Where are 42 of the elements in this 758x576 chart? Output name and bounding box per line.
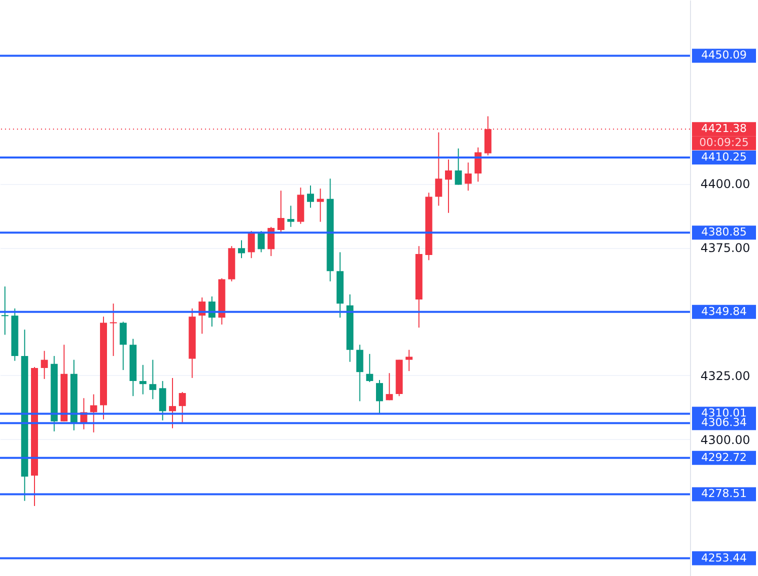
candlestick: [120, 321, 127, 371]
y-tick-label: 4400.00: [700, 177, 750, 192]
candlestick: [110, 303, 117, 356]
candlestick: [386, 372, 393, 401]
ref-line-label: 4410.25: [701, 150, 747, 164]
ref-line-label: 4380.85: [701, 226, 747, 239]
y-tick-label: 4325.00: [700, 368, 750, 383]
candlestick: [474, 146, 482, 182]
candlestick: [238, 240, 245, 259]
candlestick: [307, 185, 314, 208]
candlestick: [406, 349, 413, 372]
y-tick-label: 4300.00: [700, 432, 750, 447]
candlestick: [90, 394, 98, 433]
candlestick: [366, 353, 374, 383]
candlestick: [435, 132, 442, 206]
candlestick: [464, 162, 472, 192]
candlestick: [376, 379, 383, 415]
ref-line-label: 4278.51: [701, 487, 747, 500]
candlestick: [159, 380, 166, 421]
y-tick-label: 4375.00: [700, 241, 750, 256]
candlestick: [356, 344, 364, 402]
candlestick: [287, 205, 294, 228]
text: 00:09:25: [699, 136, 749, 150]
candlestick: [178, 392, 186, 423]
candlestick: [316, 188, 324, 222]
candlestick: [248, 230, 255, 259]
ref-line-label: 4349.84: [701, 304, 747, 318]
candlestick: [149, 359, 156, 400]
ref-line-label: 4292.72: [701, 450, 747, 464]
candlestick: [454, 148, 462, 186]
candlestick: [445, 158, 452, 214]
ref-line-label: 4421.38: [701, 122, 747, 136]
candlestick: [40, 350, 48, 380]
candlestick: [1, 286, 8, 336]
candlestick: [268, 226, 275, 257]
ref-line-label: 4253.44: [701, 551, 747, 564]
candlestick: [277, 190, 284, 233]
ref-line-label: 4450.09: [701, 48, 747, 62]
candlestick: [258, 230, 265, 253]
candlestick: [169, 377, 176, 429]
candlestick: [139, 364, 146, 395]
ref-line-label: 4306.34: [701, 416, 747, 430]
